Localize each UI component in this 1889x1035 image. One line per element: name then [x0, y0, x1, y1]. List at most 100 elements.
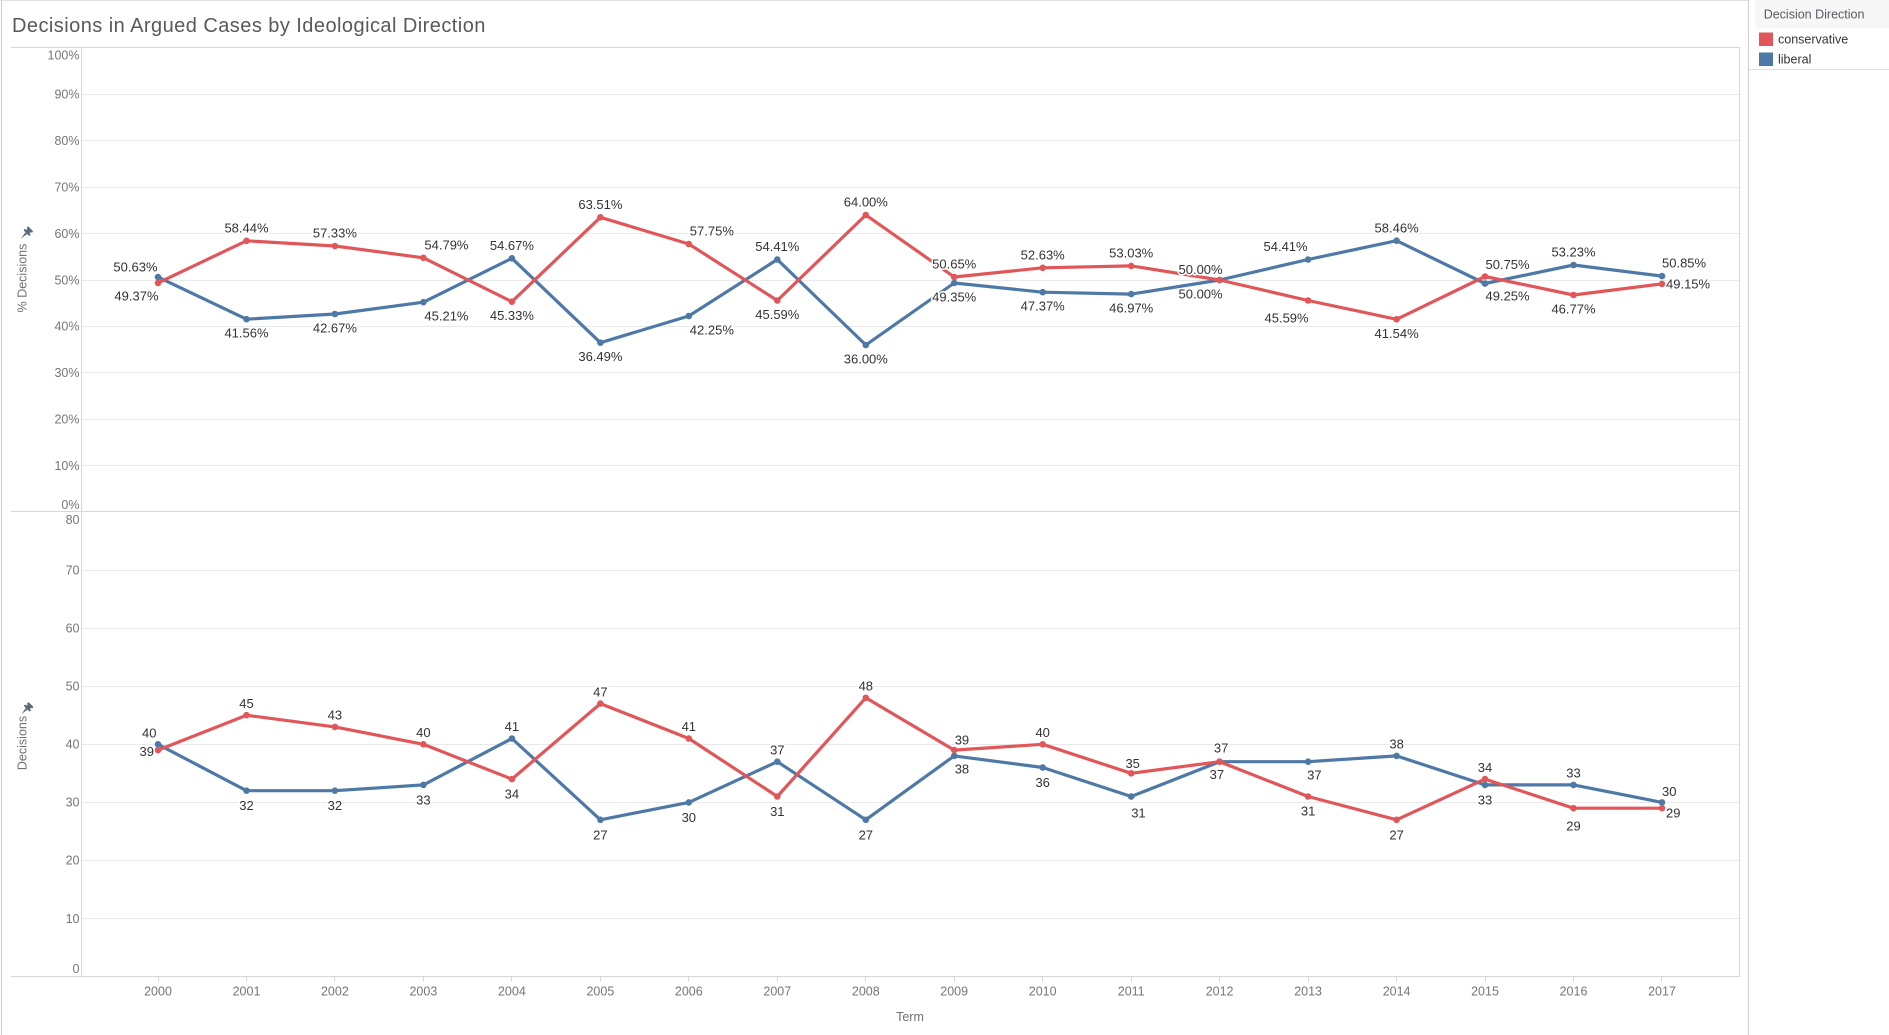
svg-text:40: 40 [1035, 725, 1049, 740]
svg-text:2017: 2017 [1648, 984, 1676, 998]
svg-text:100%: 100% [48, 48, 80, 62]
svg-text:45: 45 [239, 696, 253, 711]
svg-text:34: 34 [1478, 760, 1492, 775]
svg-text:49.25%: 49.25% [1486, 288, 1531, 303]
svg-text:50.85%: 50.85% [1662, 255, 1707, 270]
svg-text:2009: 2009 [940, 984, 968, 998]
svg-text:41: 41 [505, 719, 519, 734]
svg-text:38: 38 [1389, 737, 1403, 752]
svg-text:31: 31 [1301, 803, 1315, 818]
svg-text:30: 30 [1662, 784, 1676, 799]
svg-text:45.33%: 45.33% [490, 308, 535, 323]
svg-text:54.41%: 54.41% [755, 239, 800, 254]
svg-text:54.79%: 54.79% [424, 238, 469, 253]
svg-text:35: 35 [1125, 756, 1139, 771]
svg-text:45.59%: 45.59% [1265, 310, 1310, 325]
svg-text:42.25%: 42.25% [690, 323, 735, 338]
svg-text:30%: 30% [54, 366, 79, 380]
svg-text:20: 20 [66, 854, 80, 868]
svg-text:70: 70 [66, 563, 80, 577]
svg-text:2008: 2008 [852, 984, 880, 998]
svg-text:33: 33 [416, 792, 430, 807]
svg-text:48: 48 [859, 679, 873, 694]
svg-text:37: 37 [1307, 768, 1321, 783]
svg-text:30: 30 [66, 796, 80, 810]
svg-text:49.37%: 49.37% [114, 288, 159, 303]
svg-text:41.56%: 41.56% [224, 326, 269, 341]
svg-text:29: 29 [1666, 805, 1680, 820]
svg-text:60: 60 [66, 621, 80, 635]
svg-text:42.67%: 42.67% [313, 321, 358, 336]
svg-text:36: 36 [1035, 775, 1049, 790]
svg-text:46.77%: 46.77% [1551, 302, 1596, 317]
svg-text:33: 33 [1478, 792, 1492, 807]
svg-text:50.75%: 50.75% [1486, 257, 1531, 272]
svg-text:10%: 10% [54, 459, 79, 473]
svg-text:32: 32 [239, 798, 253, 813]
svg-text:32: 32 [328, 798, 342, 813]
svg-text:45.59%: 45.59% [755, 307, 800, 322]
svg-text:liberal: liberal [1778, 53, 1811, 67]
svg-text:2005: 2005 [586, 984, 614, 998]
svg-text:0%: 0% [61, 498, 79, 512]
svg-text:29: 29 [1566, 818, 1580, 833]
svg-text:60%: 60% [54, 227, 79, 241]
svg-text:2003: 2003 [409, 984, 437, 998]
svg-text:54.41%: 54.41% [1264, 239, 1309, 254]
svg-text:27: 27 [859, 827, 873, 842]
svg-text:27: 27 [593, 827, 607, 842]
svg-text:40: 40 [416, 725, 430, 740]
svg-text:39: 39 [140, 744, 154, 759]
svg-text:58.44%: 58.44% [224, 221, 269, 236]
svg-text:50.00%: 50.00% [1179, 287, 1224, 302]
svg-text:40%: 40% [54, 320, 79, 334]
svg-text:2016: 2016 [1560, 984, 1588, 998]
svg-text:63.51%: 63.51% [578, 197, 623, 212]
svg-text:47: 47 [593, 684, 607, 699]
svg-text:43: 43 [328, 708, 342, 723]
svg-text:64.00%: 64.00% [844, 195, 889, 210]
svg-text:39: 39 [955, 733, 969, 748]
svg-text:49.15%: 49.15% [1666, 277, 1711, 292]
svg-text:27: 27 [1389, 827, 1403, 842]
svg-text:36.49%: 36.49% [578, 349, 623, 364]
svg-text:2007: 2007 [763, 984, 791, 998]
svg-text:2015: 2015 [1471, 984, 1499, 998]
svg-text:37: 37 [1214, 741, 1228, 756]
svg-text:53.23%: 53.23% [1551, 245, 1596, 260]
svg-text:34: 34 [505, 787, 519, 802]
svg-text:2014: 2014 [1383, 984, 1411, 998]
svg-text:2004: 2004 [498, 984, 526, 998]
svg-text:41: 41 [682, 719, 696, 734]
svg-text:57.33%: 57.33% [313, 226, 358, 241]
svg-text:10: 10 [66, 912, 80, 926]
svg-text:Decision Direction: Decision Direction [1764, 8, 1865, 22]
svg-text:31: 31 [1131, 805, 1145, 820]
svg-text:49.35%: 49.35% [932, 290, 977, 305]
svg-text:46.97%: 46.97% [1109, 301, 1154, 316]
svg-text:58.46%: 58.46% [1375, 220, 1420, 235]
svg-text:70%: 70% [54, 181, 79, 195]
svg-text:0: 0 [73, 962, 80, 976]
svg-text:33: 33 [1566, 766, 1580, 781]
svg-text:20%: 20% [54, 413, 79, 427]
svg-text:Decisions in Argued Cases by I: Decisions in Argued Cases by Ideological… [12, 15, 486, 37]
svg-text:2012: 2012 [1206, 984, 1234, 998]
svg-text:2010: 2010 [1029, 984, 1057, 998]
svg-text:2013: 2013 [1294, 984, 1322, 998]
svg-text:% Decisions: % Decisions [16, 244, 30, 313]
svg-text:2011: 2011 [1118, 984, 1145, 998]
svg-text:31: 31 [770, 804, 784, 819]
svg-text:2000: 2000 [144, 984, 172, 998]
svg-text:2006: 2006 [675, 984, 703, 998]
svg-text:57.75%: 57.75% [690, 224, 735, 239]
svg-text:47.37%: 47.37% [1021, 299, 1066, 314]
svg-text:41.54%: 41.54% [1375, 326, 1420, 341]
svg-text:38: 38 [955, 762, 969, 777]
svg-text:40: 40 [66, 738, 80, 752]
svg-text:45.21%: 45.21% [424, 309, 469, 324]
svg-text:40: 40 [142, 726, 156, 741]
svg-text:37: 37 [770, 742, 784, 757]
svg-text:2001: 2001 [233, 984, 261, 998]
svg-text:50.65%: 50.65% [932, 257, 977, 272]
